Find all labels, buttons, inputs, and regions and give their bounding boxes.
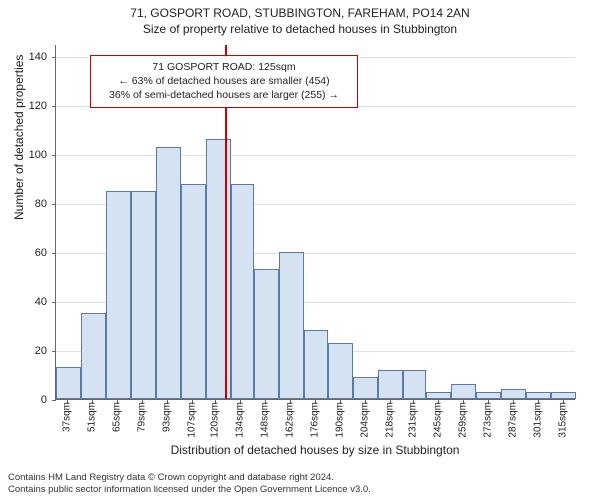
histogram-bar bbox=[254, 269, 279, 399]
xtick-label: 148sqm bbox=[260, 402, 271, 438]
xtick-label: 65sqm bbox=[112, 402, 123, 432]
xtick-label: 190sqm bbox=[334, 402, 345, 438]
xtick-label: 231sqm bbox=[407, 402, 418, 438]
x-axis-label: Distribution of detached houses by size … bbox=[55, 443, 575, 457]
annotation-line-2: ← 63% of detached houses are smaller (45… bbox=[99, 74, 349, 88]
histogram-bar bbox=[526, 392, 551, 399]
histogram-bar bbox=[328, 343, 353, 399]
xtick-label: 37sqm bbox=[62, 402, 73, 432]
xtick-label: 79sqm bbox=[137, 402, 148, 432]
annotation-line-3: 36% of semi-detached houses are larger (… bbox=[99, 88, 349, 102]
xtick-label: 273sqm bbox=[482, 402, 493, 438]
xtick-label: 51sqm bbox=[87, 402, 98, 432]
ytick-mark bbox=[52, 155, 56, 156]
histogram-bar bbox=[131, 191, 156, 399]
ytick-label: 80 bbox=[35, 198, 47, 210]
histogram-bar bbox=[156, 147, 181, 399]
ytick-mark bbox=[52, 57, 56, 58]
xtick-label: 107sqm bbox=[187, 402, 198, 438]
ytick-label: 140 bbox=[29, 51, 47, 63]
xtick-label: 287sqm bbox=[507, 402, 518, 438]
histogram-bar bbox=[304, 330, 329, 399]
histogram-bar bbox=[501, 389, 526, 399]
xtick-label: 134sqm bbox=[235, 402, 246, 438]
ytick-label: 60 bbox=[35, 247, 47, 259]
xtick-label: 162sqm bbox=[285, 402, 296, 438]
xtick-label: 301sqm bbox=[532, 402, 543, 438]
y-axis-label: Number of detached properties bbox=[12, 55, 26, 220]
gridline bbox=[56, 155, 575, 156]
address-title: 71, GOSPORT ROAD, STUBBINGTON, FAREHAM, … bbox=[0, 6, 600, 22]
ytick-label: 0 bbox=[41, 394, 47, 406]
histogram-bar bbox=[279, 252, 304, 399]
legal-line-2: Contains public sector information licen… bbox=[8, 484, 371, 496]
ytick-label: 40 bbox=[35, 296, 47, 308]
legal-footer: Contains HM Land Registry data © Crown c… bbox=[8, 472, 371, 496]
xtick-label: 204sqm bbox=[359, 402, 370, 438]
ytick-label: 100 bbox=[29, 149, 47, 161]
ytick-mark bbox=[52, 106, 56, 107]
ytick-mark bbox=[52, 400, 56, 401]
annotation-line-1: 71 GOSPORT ROAD: 125sqm bbox=[99, 60, 349, 74]
xtick-label: 120sqm bbox=[210, 402, 221, 438]
annotation-box: 71 GOSPORT ROAD: 125sqm ← 63% of detache… bbox=[90, 55, 358, 108]
histogram-bar bbox=[551, 392, 576, 399]
ytick-label: 20 bbox=[35, 345, 47, 357]
histogram-bar bbox=[476, 392, 501, 399]
histogram-bar bbox=[56, 367, 81, 399]
xtick-label: 218sqm bbox=[384, 402, 395, 438]
histogram-bar bbox=[403, 370, 426, 399]
xtick-label: 315sqm bbox=[557, 402, 568, 438]
chart-subtitle: Size of property relative to detached ho… bbox=[0, 22, 600, 38]
xtick-label: 176sqm bbox=[310, 402, 321, 438]
ytick-mark bbox=[52, 204, 56, 205]
histogram-bar bbox=[231, 184, 254, 399]
histogram-bar bbox=[426, 392, 451, 399]
ytick-mark bbox=[52, 351, 56, 352]
histogram-chart: Distribution of detached houses by size … bbox=[55, 45, 575, 400]
xtick-label: 245sqm bbox=[432, 402, 443, 438]
histogram-bar bbox=[106, 191, 131, 399]
histogram-bar bbox=[451, 384, 476, 399]
histogram-bar bbox=[81, 313, 106, 399]
xtick-label: 259sqm bbox=[457, 402, 468, 438]
histogram-bar bbox=[353, 377, 378, 399]
ytick-label: 120 bbox=[29, 100, 47, 112]
ytick-mark bbox=[52, 253, 56, 254]
ytick-mark bbox=[52, 302, 56, 303]
histogram-bar bbox=[181, 184, 206, 399]
xtick-label: 93sqm bbox=[162, 402, 173, 432]
histogram-bar bbox=[378, 370, 403, 399]
legal-line-1: Contains HM Land Registry data © Crown c… bbox=[8, 472, 371, 484]
